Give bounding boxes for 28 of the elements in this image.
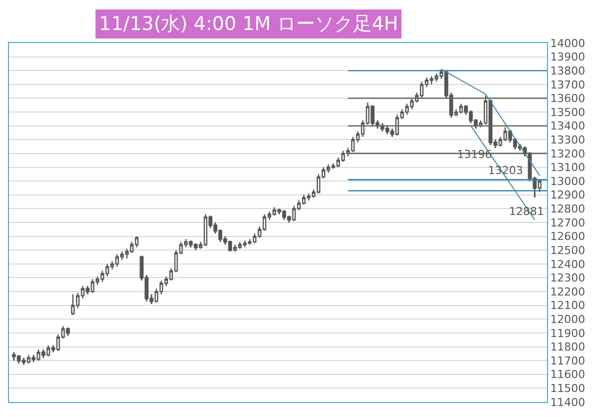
y-tick-label: 13600	[550, 92, 586, 106]
y-tick-label: 11900	[550, 326, 586, 340]
y-tick-label: 11800	[550, 340, 586, 354]
y-tick-label: 11600	[550, 368, 586, 382]
chart-title: 11/13(水) 4:00 1M ローソク足4H	[99, 13, 398, 35]
y-tick-label: 13200	[550, 147, 586, 160]
y-tick-label: 11400	[550, 396, 586, 409]
y-tick-label: 12200	[550, 285, 586, 298]
y-tick-label: 11500	[550, 382, 586, 396]
y-tick-label: 12100	[550, 299, 586, 312]
y-tick-label: 14000	[550, 36, 586, 50]
y-tick-label: 13400	[550, 120, 586, 133]
y-tick-label: 12900	[550, 188, 586, 202]
y-tick-label: 12700	[550, 216, 586, 230]
y-tick-label: 12300	[550, 272, 586, 285]
y-tick-label: 12600	[550, 230, 586, 244]
y-tick-label: 12000	[550, 313, 586, 326]
y-tick-label: 13100	[550, 161, 586, 174]
y-tick-label: 12500	[550, 244, 586, 257]
y-tick-label: 13900	[550, 50, 586, 64]
y-tick-label: 13800	[550, 64, 586, 78]
y-tick-label: 13300	[550, 134, 586, 146]
y-tick-label: 13000	[550, 174, 586, 188]
y-tick-label: 13500	[550, 106, 586, 119]
y-tick-label: 13700	[550, 78, 586, 92]
y-tick-label: 11700	[550, 354, 586, 368]
y-tick-label: 12800	[550, 202, 586, 216]
y-tick-label: 12400	[550, 258, 586, 271]
